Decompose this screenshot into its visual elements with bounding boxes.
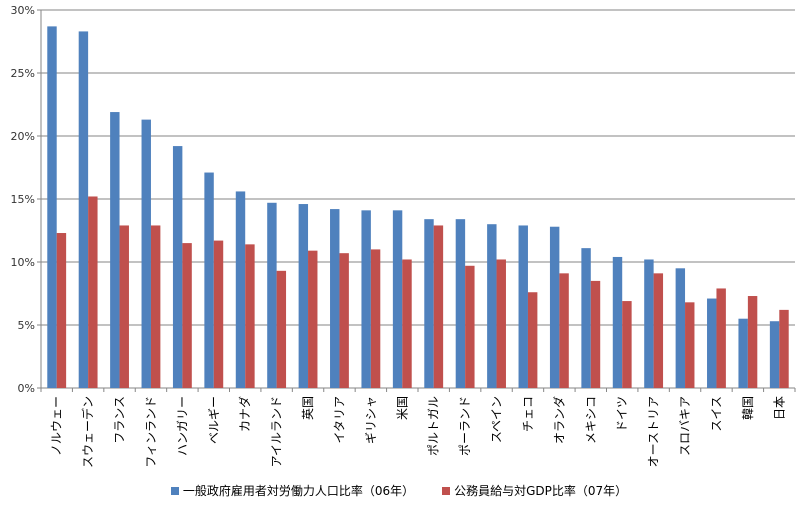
x-category-label: スウェーデン: [80, 396, 95, 468]
x-category-label: 日本: [772, 396, 786, 420]
x-category-label: 米国: [395, 396, 409, 420]
bar-salary: [685, 302, 695, 388]
bar-employees: [47, 26, 57, 388]
y-tick-label: 20%: [11, 130, 35, 143]
bar-salary: [245, 244, 255, 388]
x-category-label: メキシコ: [584, 396, 598, 444]
bar-employees: [518, 225, 528, 388]
bar-salary: [496, 259, 506, 388]
x-category-label: フランス: [113, 396, 127, 444]
x-category-label: 英国: [301, 396, 315, 420]
bar-salary: [370, 249, 381, 388]
bar-employees: [330, 209, 340, 388]
bar-salary: [402, 259, 412, 388]
bar-employees: [455, 219, 466, 388]
bar-salary: [213, 240, 224, 388]
legend-item-series-2: 公務員給与対GDP比率（07年）: [442, 482, 627, 499]
bar-employees: [204, 172, 214, 388]
y-tick-label: 5%: [18, 319, 35, 332]
x-category-label: オーストリア: [647, 396, 661, 467]
bar-employees: [298, 204, 309, 388]
bar-salary: [653, 273, 664, 388]
bar-employees: [581, 248, 591, 388]
bar-employees: [235, 191, 246, 388]
x-category-label: チェコ: [521, 396, 535, 432]
bar-salary: [779, 309, 789, 388]
bar-employees: [392, 210, 403, 388]
x-category-label: カナダ: [237, 396, 252, 432]
bar-employees: [424, 219, 434, 388]
bar-employees: [267, 202, 277, 388]
y-tick-label: 10%: [11, 256, 35, 269]
legend-label: 公務員給与対GDP比率（07年）: [454, 484, 628, 498]
bar-salary: [119, 225, 129, 388]
bar-employees: [675, 268, 686, 388]
bar-employees: [644, 259, 654, 388]
bar-employees: [707, 298, 717, 388]
legend-swatch-red: [442, 486, 451, 495]
x-category-label: ポーランド: [458, 396, 472, 456]
y-tick-label: 15%: [11, 193, 35, 206]
bar-employees: [549, 226, 560, 388]
bar-salary: [559, 273, 569, 388]
bar-employees: [361, 210, 371, 388]
x-category-label: オランダ: [551, 396, 566, 444]
x-category-label: アイルランド: [270, 396, 284, 467]
x-category-label: ドイツ: [615, 396, 629, 432]
bar-salary: [182, 243, 192, 388]
legend-label: 一般政府雇用者対労働力人口比率（06年）: [182, 484, 415, 498]
bar-salary: [590, 280, 601, 388]
bar-salary: [308, 250, 318, 388]
bar-employees: [141, 119, 151, 389]
x-category-label: ギリシャ: [364, 396, 378, 444]
y-tick-label: 30%: [11, 4, 35, 17]
x-category-label: ハンガリー: [175, 396, 189, 456]
bar-salary: [433, 225, 444, 388]
x-category-label: ノルウェー: [50, 396, 64, 456]
x-category-label: スペイン: [490, 396, 504, 443]
legend-item-series-1: 一般政府雇用者対労働力人口比率（06年）: [170, 482, 415, 499]
bar-employees: [487, 224, 497, 388]
bar-employees: [78, 31, 89, 388]
x-category-label: ポルトガル: [427, 396, 441, 456]
bar-salary: [88, 196, 98, 388]
bar-employees: [612, 256, 623, 388]
bar-salary: [716, 288, 726, 388]
bar-salary: [339, 253, 349, 388]
x-category-label: スロバキア: [678, 396, 692, 456]
bar-employees: [769, 321, 780, 388]
bar-employees: [172, 146, 183, 388]
bar-salary: [622, 301, 632, 388]
x-category-label: 韓国: [741, 396, 755, 420]
legend: 一般政府雇用者対労働力人口比率（06年） 公務員給与対GDP比率（07年）: [0, 482, 798, 499]
bar-employees: [110, 112, 120, 388]
bar-salary: [465, 265, 475, 388]
bar-salary: [747, 296, 758, 388]
x-category-label: ベルギー: [207, 396, 221, 444]
bar-employees: [738, 318, 748, 388]
bar-salary: [150, 225, 161, 388]
bar-salary: [276, 270, 287, 388]
y-tick-label: 25%: [11, 67, 35, 80]
legend-swatch-blue: [170, 486, 179, 495]
x-category-label: イタリア: [332, 396, 346, 444]
x-category-label: フィンランド: [144, 396, 158, 468]
bar-salary: [527, 292, 538, 388]
x-category-label: スイス: [709, 396, 723, 432]
bar-salary: [56, 233, 67, 388]
y-tick-label: 0%: [18, 382, 35, 395]
